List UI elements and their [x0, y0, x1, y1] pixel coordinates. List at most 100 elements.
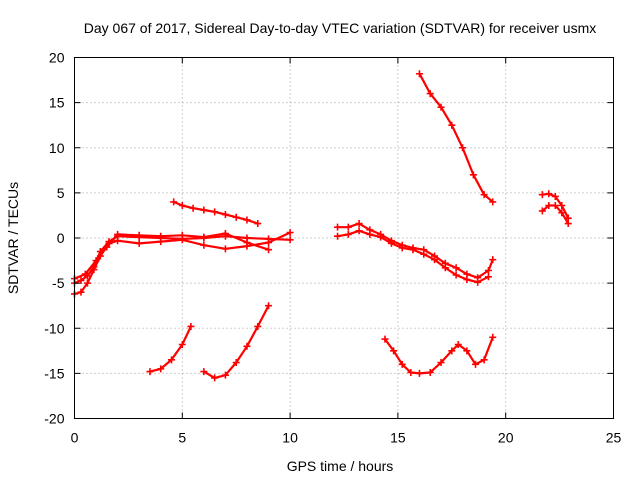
series-arc-5: [146, 322, 195, 376]
data-point: [254, 322, 262, 330]
data-point: [390, 347, 398, 355]
data-point: [489, 256, 497, 264]
data-point: [265, 246, 273, 254]
data-point: [243, 216, 251, 224]
series-arc-12: [538, 202, 572, 228]
data-point: [114, 230, 122, 238]
data-point: [474, 278, 482, 286]
data-point: [558, 209, 566, 217]
y-tick-label: 15: [49, 95, 65, 111]
data-point: [344, 230, 352, 238]
data-point: [420, 250, 428, 258]
data-point: [484, 273, 492, 281]
data-point: [472, 360, 480, 368]
data-point: [211, 374, 219, 382]
data-point: [334, 232, 342, 240]
data-point: [355, 220, 363, 228]
data-point: [135, 239, 143, 247]
data-point: [545, 202, 553, 210]
data-point: [178, 202, 186, 210]
data-point: [265, 239, 273, 247]
data-point: [480, 356, 488, 364]
data-point: [463, 276, 471, 284]
data-point: [355, 227, 363, 235]
data-point: [452, 271, 460, 279]
series-arc-10: [381, 333, 497, 377]
data-point: [377, 233, 385, 241]
data-point: [170, 198, 178, 206]
data-point: [538, 207, 546, 215]
data-point: [448, 121, 456, 129]
x-tick-label: 20: [498, 430, 514, 446]
y-axis-label: SDTVAR / TECUs: [5, 182, 21, 294]
data-point: [243, 239, 251, 247]
series-layer: [71, 70, 572, 382]
axis-ticks: 0 5 10 15 20 25 20 15 10 5 0 -5 -10 -15 -20: [44, 50, 621, 446]
y-tick-label: -20: [44, 411, 64, 427]
data-point: [480, 191, 488, 199]
data-point: [344, 223, 352, 231]
series-arc-6: [200, 302, 273, 382]
data-point: [489, 333, 497, 341]
data-point: [407, 368, 415, 376]
data-point: [211, 208, 219, 216]
data-point: [366, 230, 374, 238]
data-point: [489, 198, 497, 206]
data-point: [558, 202, 566, 210]
data-point: [469, 171, 477, 179]
data-point: [545, 190, 553, 198]
series-arc-8: [334, 227, 492, 286]
data-point: [187, 322, 195, 330]
data-point: [200, 368, 208, 376]
data-point: [415, 369, 423, 377]
data-point: [398, 244, 406, 252]
data-point: [114, 237, 122, 245]
data-point: [200, 233, 208, 241]
data-point: [146, 368, 154, 376]
data-point: [90, 266, 98, 274]
x-tick-label: 5: [178, 430, 186, 446]
data-point: [437, 359, 445, 367]
data-point: [178, 340, 186, 348]
data-point: [200, 206, 208, 214]
data-point: [168, 356, 176, 364]
data-point: [81, 270, 89, 278]
data-point: [463, 347, 471, 355]
data-point: [448, 347, 456, 355]
data-point: [265, 302, 273, 310]
data-point: [426, 368, 434, 376]
y-tick-label: -5: [52, 275, 65, 291]
series-arc-9: [415, 70, 497, 206]
y-tick-label: -10: [44, 320, 64, 336]
data-point: [409, 246, 417, 254]
data-point: [221, 245, 229, 253]
data-point: [459, 144, 467, 152]
data-point: [221, 229, 229, 237]
data-point: [551, 192, 559, 200]
data-point: [431, 256, 439, 264]
y-tick-label: 5: [57, 185, 65, 201]
y-tick-label: 20: [49, 50, 65, 66]
data-point: [200, 241, 208, 249]
data-point: [538, 191, 546, 199]
data-point: [178, 231, 186, 239]
data-point: [189, 204, 197, 212]
x-tick-label: 25: [606, 430, 622, 446]
chart-title: Day 067 of 2017, Sidereal Day-to-day VTE…: [84, 20, 597, 36]
data-point: [83, 279, 91, 287]
data-point: [334, 223, 342, 231]
data-point: [441, 264, 449, 272]
data-point: [387, 239, 395, 247]
data-point: [286, 229, 294, 237]
series-arc-4: [170, 198, 262, 228]
data-point: [221, 371, 229, 379]
y-tick-label: 0: [57, 230, 65, 246]
series-arc-3: [71, 229, 273, 283]
data-point: [437, 103, 445, 111]
data-point: [454, 340, 462, 348]
data-point: [415, 70, 423, 78]
y-tick-label: -15: [44, 365, 64, 381]
data-point: [157, 365, 165, 373]
series-line: [418, 72, 494, 203]
